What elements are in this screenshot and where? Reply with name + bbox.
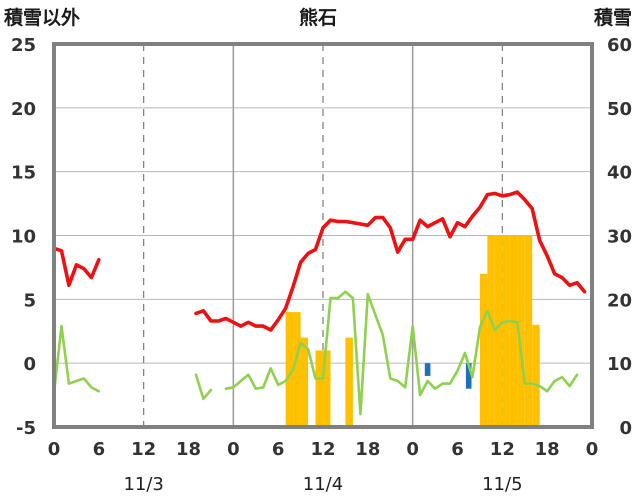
snow-bar — [300, 337, 309, 427]
left-tick-label: 10 — [11, 227, 36, 248]
x-tick-label: 0 — [406, 439, 419, 460]
temperature-line — [194, 190, 587, 332]
right-axis-label: 積雪 — [594, 6, 632, 29]
snow-bar — [502, 235, 510, 427]
x-tick-label: 18 — [355, 439, 380, 460]
negative-bar — [465, 363, 472, 389]
right-tick-label: 60 — [607, 35, 632, 56]
plot-frame — [52, 42, 594, 429]
left-tick-label: 20 — [11, 99, 36, 120]
right-tick-label: 30 — [607, 227, 632, 248]
right-tick-label: 10 — [607, 354, 632, 375]
x-tick-label: 12 — [490, 439, 515, 460]
x-tick-label: 18 — [535, 439, 560, 460]
right-tick-label: 50 — [607, 99, 632, 120]
snow-bar — [315, 350, 323, 427]
right-tick-label: 20 — [607, 290, 632, 311]
snow-bar — [517, 235, 525, 427]
right-tick-label: 40 — [607, 163, 632, 184]
left-axis-label: 積雪以外 — [4, 6, 80, 29]
snow-bar — [487, 235, 495, 427]
snow-bar — [345, 337, 353, 427]
snow-bar — [479, 273, 488, 427]
precip-line — [52, 324, 101, 394]
precip-line — [224, 290, 579, 416]
left-tick-label: 5 — [23, 290, 36, 311]
temperature-line — [52, 246, 101, 288]
snow-bar — [524, 235, 533, 427]
date-label: 11/4 — [303, 474, 343, 495]
x-tick-label: 6 — [451, 439, 464, 460]
x-tick-label: 0 — [586, 439, 599, 460]
snow-bar — [532, 324, 540, 427]
left-tick-label: 25 — [11, 35, 36, 56]
snow-bar — [323, 350, 331, 427]
left-tick-label: 15 — [11, 163, 36, 184]
date-label: 11/3 — [123, 474, 163, 495]
x-tick-label: 6 — [272, 439, 285, 460]
snow-bar — [509, 235, 518, 427]
right-tick-label: 0 — [619, 418, 632, 439]
x-tick-label: 6 — [93, 439, 106, 460]
left-tick-label: 0 — [23, 354, 36, 375]
snow-bar — [494, 235, 503, 427]
snow-bar — [285, 312, 294, 427]
x-tick-label: 12 — [310, 439, 335, 460]
left-tick-label: -5 — [16, 418, 36, 439]
snow-bar — [293, 312, 301, 427]
chart-title: 熊石 — [299, 6, 337, 29]
x-tick-label: 18 — [176, 439, 201, 460]
x-tick-label: 12 — [131, 439, 156, 460]
x-tick-label: 0 — [227, 439, 240, 460]
precip-line — [194, 373, 213, 401]
negative-bar — [424, 363, 431, 376]
x-tick-label: 0 — [48, 439, 61, 460]
date-label: 11/5 — [482, 474, 522, 495]
